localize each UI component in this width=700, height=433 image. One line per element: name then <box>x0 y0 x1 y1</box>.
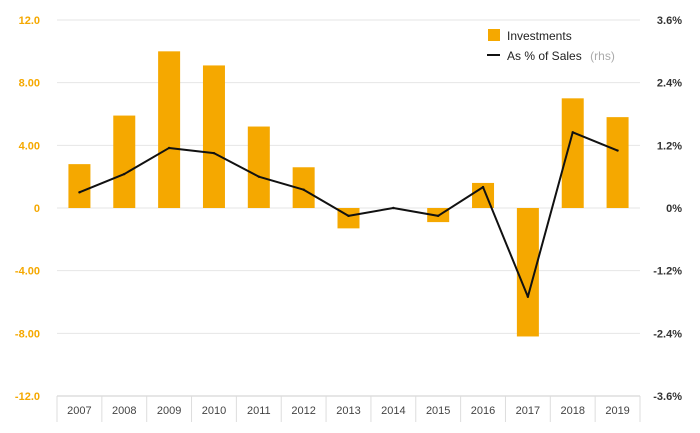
line-point-sales-pct <box>481 185 485 189</box>
left-axis-tick-label: 8.00 <box>19 78 40 90</box>
left-axis-tick-label: 4.00 <box>19 140 40 152</box>
line-point-sales-pct <box>347 214 350 218</box>
line-point-sales-pct <box>526 295 530 298</box>
x-axis-tick-label: 2011 <box>247 405 271 417</box>
line-point-sales-pct <box>392 206 395 210</box>
line-point-sales-pct <box>616 149 619 152</box>
x-axis-tick-label: 2012 <box>291 405 315 417</box>
legend: Investments As % of Sales (rhs) <box>487 29 615 64</box>
x-axis-tick-label: 2018 <box>560 405 584 417</box>
x-axis-tick-label: 2019 <box>605 405 629 417</box>
x-axis-tick-label: 2013 <box>336 405 360 417</box>
bar-investments <box>606 117 629 208</box>
bar-investments <box>561 98 584 208</box>
right-axis-tick-label: -1.2% <box>653 266 682 278</box>
x-axis-tick-label: 2017 <box>516 405 540 417</box>
line-point-sales-pct <box>123 172 126 176</box>
line-point-sales-pct <box>212 151 216 155</box>
right-axis-tick-label: -2.4% <box>653 328 682 340</box>
x-axis-tick-label: 2008 <box>112 405 136 417</box>
x-axis-tick-label: 2009 <box>157 405 181 417</box>
x-axis-tick-label: 2010 <box>202 405 226 417</box>
bar-investments <box>292 167 315 208</box>
x-axis-tick-label: 2014 <box>381 405 405 417</box>
right-axis-tick-label: 2.4% <box>657 78 682 90</box>
line-sales-pct <box>78 131 619 298</box>
bar-investments <box>516 208 539 337</box>
legend-label-investments: Investments <box>507 29 572 43</box>
legend-label-sales-pct: As % of Sales (rhs) <box>507 47 615 64</box>
bar-investments <box>202 65 225 208</box>
left-axis-tick-label: -4.00 <box>15 266 40 278</box>
x-axis-tick-label: 2016 <box>471 405 495 417</box>
bar-investments <box>158 51 181 209</box>
bar-investments <box>247 126 270 208</box>
bar-investments <box>68 164 91 208</box>
right-axis-tick-label: -3.6% <box>653 391 682 403</box>
line-point-sales-pct <box>436 214 440 218</box>
legend-label-sales-pct-name: As % of Sales <box>507 49 582 63</box>
left-axis-tick-label: -12.0 <box>15 391 40 403</box>
bar-investments <box>113 115 136 208</box>
axes: 12.0 8.00 4.00 0 -4.00 -8.00 -12.0 3.6% 2.4% 1.2%… <box>15 15 682 422</box>
right-axis-tick-label: 3.6% <box>657 15 682 27</box>
line-point-sales-pct <box>571 131 574 134</box>
legend-label-sales-pct-suffix: (rhs) <box>590 49 615 63</box>
bars-investments <box>68 51 629 337</box>
legend-swatch-investments <box>488 29 500 41</box>
x-axis-tick-label: 2007 <box>67 405 91 417</box>
line-point-sales-pct <box>167 146 171 150</box>
line-point-sales-pct <box>78 191 81 194</box>
left-axis-tick-label: 12.0 <box>19 15 40 27</box>
x-axis-tick-label: 2015 <box>426 405 450 417</box>
left-axis-tick-label: 0 <box>34 203 40 215</box>
left-axis-tick-label: -8.00 <box>15 328 40 340</box>
right-axis-tick-label: 0% <box>666 203 682 215</box>
right-axis-tick-label: 1.2% <box>657 140 682 152</box>
line-point-sales-pct <box>302 188 305 191</box>
line-point-sales-pct <box>257 175 261 178</box>
